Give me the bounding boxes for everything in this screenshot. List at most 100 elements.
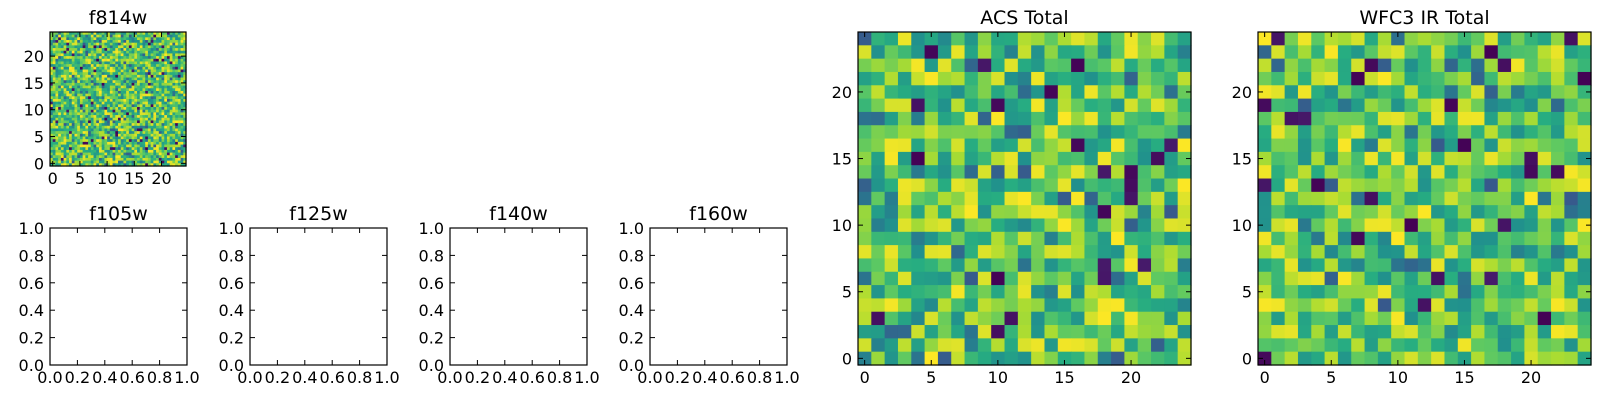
heatmap-cell xyxy=(1484,218,1499,233)
heatmap-cell xyxy=(74,107,78,111)
heatmap-cell xyxy=(85,120,89,124)
x-tick-label: 10 xyxy=(988,368,1008,387)
heatmap-cell xyxy=(1377,218,1392,233)
heatmap-cell xyxy=(911,311,926,326)
heatmap-cell xyxy=(74,147,78,151)
heatmap-cell xyxy=(858,138,872,153)
heatmap-cell xyxy=(1391,298,1406,313)
heatmap-cell xyxy=(172,147,176,151)
heatmap-cell xyxy=(98,88,103,92)
heatmap-cell xyxy=(60,77,65,81)
heatmap-cell xyxy=(50,85,54,89)
heatmap-cell xyxy=(180,120,184,124)
heatmap-cell xyxy=(55,131,59,135)
heatmap-cell xyxy=(69,123,73,127)
heatmap-cell xyxy=(150,131,154,135)
heatmap-cell xyxy=(1164,311,1179,326)
heatmap-cell xyxy=(60,160,65,164)
heatmap-cell xyxy=(107,88,111,92)
heatmap-cell xyxy=(118,160,122,164)
heatmap-cell xyxy=(79,131,84,135)
heatmap-cell xyxy=(977,111,992,126)
heatmap-cell xyxy=(1151,58,1165,73)
heatmap-cell xyxy=(1164,325,1179,339)
heatmap-cell xyxy=(1311,151,1326,166)
heatmap-cell xyxy=(50,42,54,46)
heatmap-cell xyxy=(66,90,70,95)
heatmap-cell xyxy=(180,112,184,116)
heatmap-cell xyxy=(1057,45,1072,60)
heatmap-cell xyxy=(69,40,73,44)
heatmap-cell xyxy=(1391,245,1406,260)
heatmap-cell xyxy=(183,136,187,140)
heatmap-cell xyxy=(1404,165,1419,180)
heatmap-cell xyxy=(169,82,173,87)
heatmap-cell xyxy=(166,160,171,164)
heatmap-cell xyxy=(884,111,899,126)
heatmap-cell xyxy=(180,160,184,164)
heatmap-cell xyxy=(139,93,144,97)
heatmap-cell xyxy=(71,90,76,95)
heatmap-cell xyxy=(153,48,157,52)
y-tick-label: 0.4 xyxy=(619,301,644,320)
heatmap-cell xyxy=(177,101,182,105)
heatmap-cell xyxy=(1311,338,1326,353)
heatmap-cell xyxy=(134,66,138,71)
heatmap-cell xyxy=(58,155,62,159)
heatmap-cell xyxy=(107,104,111,108)
heatmap-cell xyxy=(118,69,122,73)
heatmap-cell xyxy=(109,107,114,111)
heatmap-cell xyxy=(180,125,184,130)
heatmap-cell xyxy=(158,53,163,57)
heatmap-cell xyxy=(104,32,108,36)
heatmap-cell xyxy=(1524,271,1539,286)
heatmap-cell xyxy=(142,125,146,130)
heatmap-cell xyxy=(107,144,111,148)
heatmap-cell xyxy=(1551,85,1565,100)
heatmap-cell xyxy=(69,74,73,79)
heatmap-cell xyxy=(63,53,67,57)
heatmap-cell xyxy=(77,37,81,41)
heatmap-cell xyxy=(1471,71,1486,86)
heatmap-cell xyxy=(63,50,67,55)
heatmap-cell xyxy=(172,163,176,167)
heatmap-cell xyxy=(90,128,95,132)
heatmap-cell xyxy=(77,123,81,127)
heatmap-cell xyxy=(69,136,73,140)
heatmap-cell xyxy=(112,125,116,130)
heatmap-cell xyxy=(137,96,141,100)
heatmap-cell xyxy=(1284,138,1299,153)
heatmap-cell xyxy=(1537,178,1552,193)
heatmap-cell xyxy=(90,131,95,135)
heatmap-cell xyxy=(1324,151,1339,166)
heatmap-cell xyxy=(109,85,114,89)
heatmap-cell xyxy=(1151,111,1165,126)
heatmap-cell xyxy=(150,163,154,167)
heatmap-cell xyxy=(1297,111,1312,126)
heatmap-cell xyxy=(158,85,163,89)
heatmap-cell xyxy=(96,45,100,49)
heatmap-cell xyxy=(1177,325,1192,339)
heatmap-cell xyxy=(90,104,95,108)
heatmap-cell xyxy=(134,139,138,143)
heatmap-cell xyxy=(139,42,144,46)
y-tick-label: 0 xyxy=(1242,349,1252,368)
heatmap-cell xyxy=(158,120,163,124)
heatmap-cell xyxy=(1271,325,1286,339)
heatmap-cell xyxy=(107,34,111,38)
heatmap-cell xyxy=(1284,125,1299,140)
heatmap-cell xyxy=(126,37,130,41)
heatmap-cell xyxy=(180,32,184,36)
heatmap-cell xyxy=(77,93,81,97)
heatmap-cell xyxy=(977,271,992,286)
heatmap-cell xyxy=(112,141,116,146)
heatmap-cell xyxy=(98,99,103,103)
heatmap-cell xyxy=(107,131,111,135)
heatmap-cell xyxy=(50,58,54,63)
heatmap-cell xyxy=(180,93,184,97)
heatmap-cell xyxy=(951,285,966,299)
heatmap-cell xyxy=(128,99,133,103)
heatmap-cell xyxy=(183,141,187,146)
heatmap-cell xyxy=(1284,325,1299,339)
heatmap-cell xyxy=(101,85,105,89)
